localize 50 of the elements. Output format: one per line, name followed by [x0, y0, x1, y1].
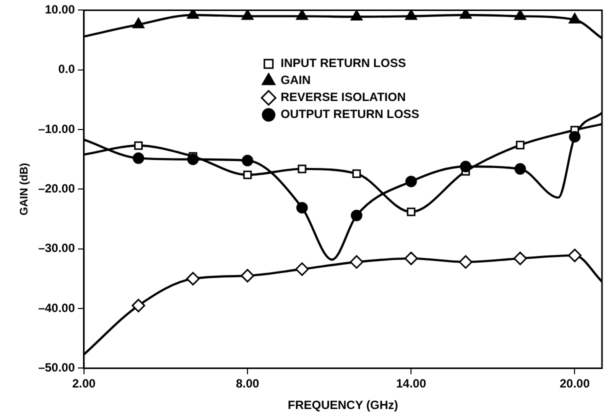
- point: [132, 152, 144, 164]
- point: [514, 10, 526, 20]
- point: [404, 252, 418, 266]
- y-tick-label: –50.00: [38, 360, 76, 375]
- legend-label: OUTPUT RETURN LOSS: [280, 107, 420, 122]
- point: [243, 170, 252, 180]
- point: [295, 262, 309, 276]
- point: [296, 10, 308, 20]
- point: [186, 272, 200, 286]
- point: [187, 154, 199, 166]
- point: [242, 10, 254, 20]
- point: [132, 18, 144, 28]
- y-tick-label: 10.00: [44, 2, 76, 17]
- point: [514, 163, 526, 175]
- point: [460, 10, 472, 19]
- point: [296, 202, 308, 214]
- point: [405, 10, 418, 20]
- y-axis-title: GAIN (dB): [18, 162, 31, 216]
- y-tick-label: –20.00: [38, 182, 76, 196]
- point: [242, 154, 254, 166]
- point: [513, 252, 527, 266]
- point: [568, 248, 582, 262]
- point: [568, 12, 581, 24]
- point: [134, 141, 143, 150]
- x-tick-label: 14.00: [396, 376, 426, 391]
- point: [350, 210, 362, 222]
- point: [350, 255, 364, 269]
- legend-label: GAIN: [280, 73, 311, 88]
- point: [458, 255, 472, 269]
- point: [568, 130, 580, 142]
- point: [187, 10, 199, 19]
- point: [132, 298, 146, 312]
- x-tick-label: 8.00: [236, 376, 260, 391]
- x-tick-label: 2.00: [72, 376, 96, 391]
- y-tick-label: –30.00: [38, 241, 76, 256]
- point: [350, 10, 363, 21]
- point: [516, 140, 524, 150]
- point: [405, 176, 417, 188]
- legend-label: REVERSE ISOLATION: [280, 90, 406, 104]
- x-axis-title: FREQUENCY (GHz): [288, 398, 398, 412]
- x-tick-label: 20.00: [560, 376, 590, 391]
- y-tick-label: –40.00: [38, 300, 76, 315]
- point: [298, 164, 306, 174]
- point: [240, 268, 254, 282]
- legend-label: INPUT RETURN LOSS: [280, 56, 406, 70]
- y-tick-label: 0.0: [58, 62, 76, 76]
- point: [352, 169, 361, 178]
- y-tick-label: –10.00: [38, 122, 76, 136]
- point: [406, 208, 416, 216]
- point: [460, 160, 472, 172]
